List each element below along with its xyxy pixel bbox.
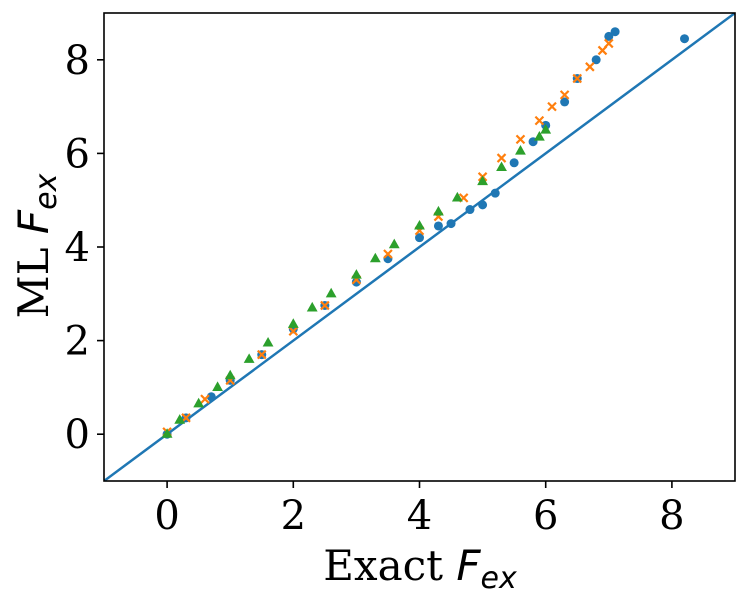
data-point: [534, 115, 545, 126]
data-point: [206, 392, 216, 402]
data-point: [212, 381, 223, 391]
x-axis-label-subscript: ex: [481, 561, 517, 596]
y-tick-label: 0: [65, 412, 90, 458]
data-point: [591, 55, 601, 65]
data-point: [540, 124, 552, 134]
data-point: [174, 414, 186, 424]
data-point: [604, 31, 614, 41]
data-point: [477, 175, 488, 186]
data-point: [383, 249, 393, 259]
data-point: [193, 397, 205, 408]
y-tick-label: 6: [65, 131, 90, 177]
data-point: [585, 62, 595, 72]
data-point: [256, 349, 267, 360]
data-point: [604, 38, 614, 49]
plot-content: [104, 13, 735, 481]
x-axis-ticks: 0 2 4 6 8: [154, 481, 685, 539]
data-point: [509, 158, 519, 168]
data-point: [388, 238, 400, 249]
data-point: [559, 90, 570, 100]
data-point: [451, 191, 463, 202]
data-point: [446, 219, 456, 229]
data-point: [325, 287, 337, 298]
x-axis-label: Exact Fex: [323, 541, 517, 596]
x-tick-label: 8: [659, 493, 684, 539]
data-point: [351, 277, 361, 287]
data-point: [515, 145, 526, 155]
data-point: [465, 205, 475, 215]
y-axis-label-symbol: F: [9, 209, 58, 234]
data-point: [433, 221, 443, 231]
data-point: [560, 97, 570, 107]
y-axis-label: ML Fex: [9, 173, 64, 318]
data-point: [369, 252, 381, 263]
data-point: [415, 233, 424, 243]
x-axis-label-symbol: F: [456, 541, 481, 590]
data-point: [572, 73, 583, 84]
y-axis-label-subscript: ex: [29, 173, 64, 209]
data-point: [181, 413, 191, 423]
data-point: [433, 205, 444, 216]
data-point: [533, 131, 545, 141]
data-point: [610, 27, 620, 37]
y-tick-label: 2: [65, 319, 90, 365]
data-point: [490, 188, 500, 198]
data-point: [515, 134, 526, 145]
data-point: [161, 428, 173, 438]
data-point: [414, 219, 425, 230]
series-triangle: [161, 124, 552, 438]
data-point: [496, 153, 507, 163]
data-point: [320, 300, 330, 311]
data-point: [287, 318, 299, 328]
x-tick-label: 6: [533, 493, 558, 539]
data-point: [243, 353, 255, 363]
data-point: [680, 34, 690, 44]
data-point: [351, 269, 362, 279]
y-tick-label: 8: [65, 38, 90, 84]
reference-line-y-equals-x: [104, 13, 735, 481]
x-tick-label: 4: [407, 493, 432, 539]
y-tick-label: 4: [65, 225, 90, 271]
data-point: [306, 301, 318, 312]
x-axis-label-prefix: Exact: [323, 541, 443, 590]
y-axis-label-prefix: ML: [9, 247, 58, 318]
data-point: [224, 369, 236, 380]
data-point: [478, 200, 488, 210]
data-point: [547, 101, 557, 112]
data-point: [200, 394, 210, 404]
data-point: [288, 326, 299, 337]
y-axis-ticks: 0 2 4 6 8: [65, 38, 104, 458]
data-point: [262, 336, 274, 347]
series-circle: [162, 27, 690, 439]
x-tick-label: 2: [281, 493, 306, 539]
data-point: [496, 161, 507, 172]
x-tick-label: 0: [154, 493, 179, 539]
